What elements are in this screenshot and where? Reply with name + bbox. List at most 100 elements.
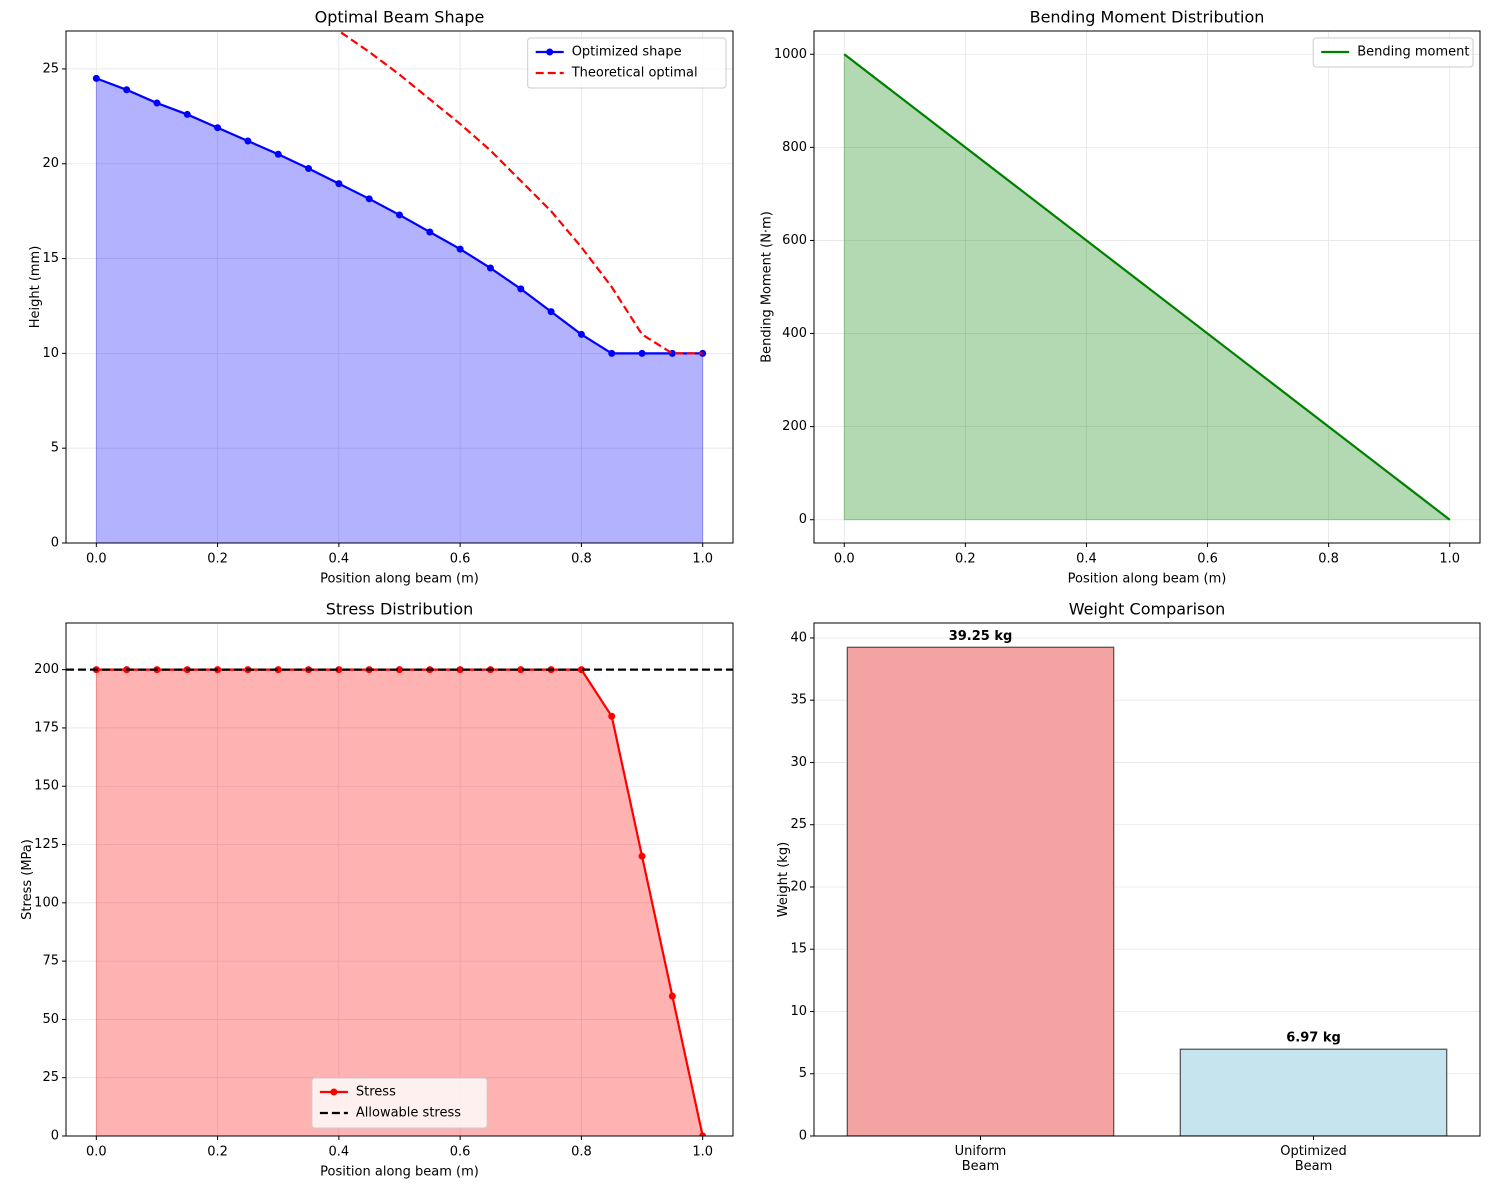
y-tick-label: 20 bbox=[790, 879, 807, 894]
y-tick-label: 600 bbox=[782, 233, 807, 248]
marker bbox=[517, 666, 525, 674]
marker bbox=[577, 666, 585, 674]
y-tick-label: 0 bbox=[799, 512, 807, 527]
x-tick-label: 0.4 bbox=[329, 552, 350, 567]
x-tick-label: 0.6 bbox=[450, 552, 471, 567]
bar bbox=[846, 646, 1115, 1136]
y-tick-label: 25 bbox=[42, 1070, 59, 1085]
y-tick-label: 100 bbox=[34, 895, 59, 910]
x-tick-label: 0.2 bbox=[955, 552, 976, 567]
x-axis-label: Position along beam (m) bbox=[1068, 572, 1227, 587]
x-axis-label: Position along beam (m) bbox=[320, 1165, 479, 1180]
y-tick-label: 15 bbox=[42, 251, 59, 266]
y-tick-label: 25 bbox=[790, 817, 807, 832]
y-axis-label: Height (mm) bbox=[28, 246, 43, 329]
marker bbox=[305, 164, 313, 172]
y-axis-label: Stress (MPa) bbox=[20, 839, 35, 920]
x-tick-label: 1.0 bbox=[692, 552, 713, 567]
y-tick-label: 25 bbox=[42, 61, 59, 76]
chart-title: Bending Moment Distribution bbox=[1030, 8, 1265, 27]
line bbox=[843, 53, 1451, 521]
x-tick-label: 0.2 bbox=[207, 552, 228, 567]
y-tick-label: 1000 bbox=[774, 47, 807, 62]
x-tick-label: 0.4 bbox=[329, 1145, 350, 1160]
y-tick-label: 5 bbox=[799, 1066, 807, 1081]
marker bbox=[214, 124, 222, 132]
legend-label: Optimized shape bbox=[572, 45, 682, 60]
marker bbox=[396, 211, 403, 219]
chart-title: Stress Distribution bbox=[326, 600, 474, 619]
marker bbox=[274, 150, 282, 158]
x-tick-label: 0.0 bbox=[86, 552, 107, 567]
legend-label: Stress bbox=[356, 1085, 396, 1100]
marker bbox=[426, 228, 434, 236]
plot-area bbox=[814, 637, 1480, 1136]
marker bbox=[608, 712, 616, 720]
plot-area bbox=[66, 31, 733, 543]
bar-value-label: 6.97 kg bbox=[1286, 1031, 1341, 1046]
chart-title: Optimal Beam Shape bbox=[315, 8, 485, 27]
marker bbox=[486, 264, 494, 272]
x-axis-label: Position along beam (m) bbox=[320, 572, 479, 587]
marker bbox=[153, 99, 161, 107]
marker bbox=[396, 666, 403, 674]
x-tick-label: 0.0 bbox=[834, 552, 855, 567]
axes-frame bbox=[813, 30, 1481, 544]
x-tick-label: 1.0 bbox=[692, 1145, 713, 1160]
marker bbox=[123, 86, 131, 94]
y-tick-label: 10 bbox=[42, 346, 59, 361]
legend-label: Theoretical optimal bbox=[571, 66, 698, 81]
bar bbox=[1179, 1048, 1448, 1136]
marker bbox=[365, 195, 373, 203]
y-axis-label: Weight (kg) bbox=[776, 842, 791, 917]
chart-title: Weight Comparison bbox=[1069, 600, 1226, 619]
marker bbox=[517, 285, 525, 293]
plot-area bbox=[66, 623, 733, 1136]
y-tick-label: 40 bbox=[790, 630, 807, 645]
axes-frame bbox=[813, 622, 1481, 1137]
area-fill bbox=[95, 669, 704, 1136]
marker bbox=[638, 852, 646, 860]
marker bbox=[274, 666, 282, 674]
marker bbox=[183, 110, 191, 118]
y-tick-label: 15 bbox=[790, 942, 807, 957]
x-tick-label: 0.6 bbox=[1197, 552, 1218, 567]
y-axis-label: Bending Moment (N·m) bbox=[760, 211, 775, 363]
y-tick-label: 50 bbox=[42, 1012, 59, 1027]
legend-marker bbox=[546, 48, 554, 56]
marker bbox=[547, 308, 555, 316]
x-tick-label: 0.8 bbox=[571, 552, 592, 567]
legend-box bbox=[311, 1077, 488, 1129]
x-tick-label: 0.4 bbox=[1076, 552, 1097, 567]
x-tick-label: 0.8 bbox=[571, 1145, 592, 1160]
bar-value-label: 39.25 kg bbox=[949, 629, 1013, 644]
axes-frame bbox=[65, 622, 734, 1137]
legend-label: Bending moment bbox=[1357, 45, 1469, 60]
legend-label: Allowable stress bbox=[356, 1106, 461, 1121]
y-tick-label: 125 bbox=[34, 837, 59, 852]
y-tick-label: 200 bbox=[782, 419, 807, 434]
marker bbox=[456, 666, 464, 674]
x-tick-label: 0.8 bbox=[1318, 552, 1339, 567]
y-tick-label: 800 bbox=[782, 140, 807, 155]
marker bbox=[638, 349, 646, 357]
y-tick-label: 5 bbox=[51, 441, 59, 456]
y-tick-label: 75 bbox=[42, 954, 59, 969]
marker bbox=[577, 330, 585, 338]
y-tick-label: 30 bbox=[790, 755, 807, 770]
y-tick-label: 0 bbox=[51, 1129, 59, 1144]
marker bbox=[335, 666, 343, 674]
legend-box bbox=[527, 37, 727, 89]
legend-box bbox=[1312, 37, 1474, 68]
legend-marker bbox=[330, 1088, 338, 1096]
y-tick-label: 0 bbox=[51, 536, 59, 551]
y-tick-label: 35 bbox=[790, 693, 807, 708]
marker bbox=[699, 1132, 707, 1136]
axes-frame bbox=[65, 30, 734, 544]
y-tick-label: 20 bbox=[42, 156, 59, 171]
x-tick-label: Optimized Beam bbox=[1280, 1144, 1347, 1174]
marker bbox=[668, 992, 676, 1000]
x-tick-label: Uniform Beam bbox=[954, 1144, 1007, 1174]
y-tick-label: 200 bbox=[34, 662, 59, 677]
